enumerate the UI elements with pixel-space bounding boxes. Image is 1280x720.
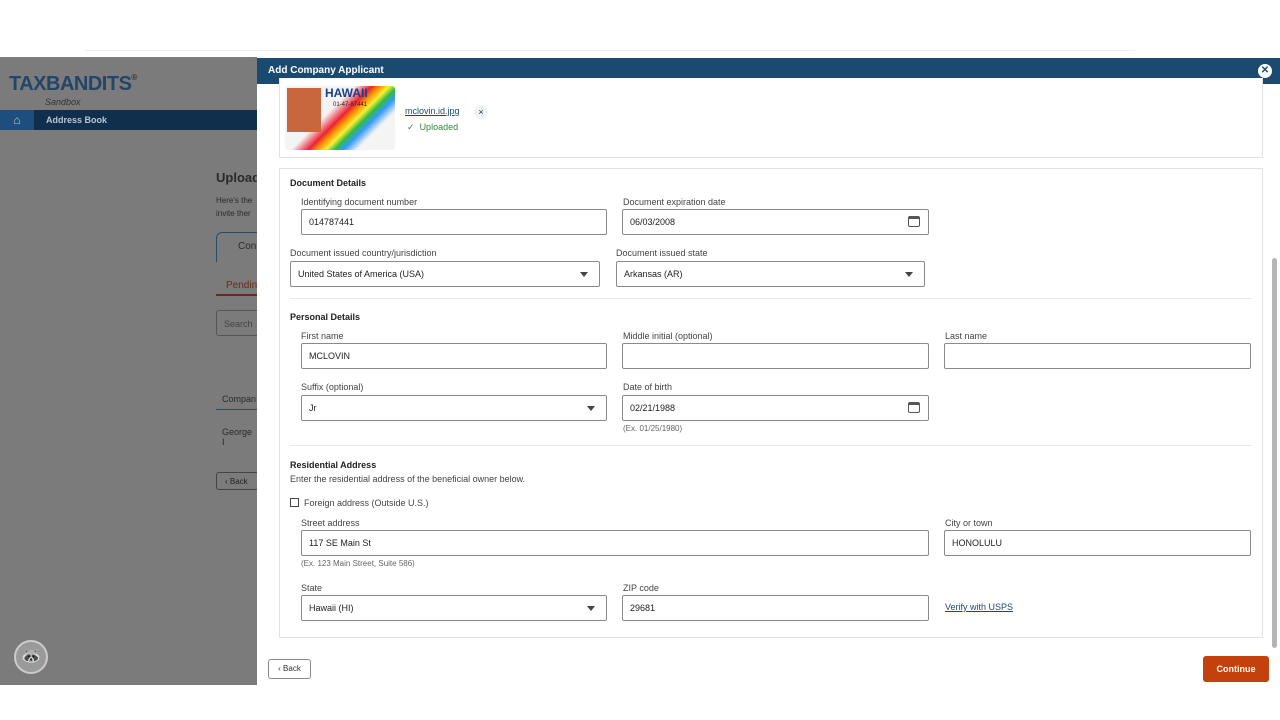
- id-image-thumbnail: HAWAII 01-47-87441: [285, 86, 395, 150]
- page-divider: [85, 50, 1135, 51]
- street-hint: (Ex. 123 Main Street, Suite 586): [301, 559, 415, 568]
- nav-address-book[interactable]: Address Book: [46, 115, 108, 125]
- foreign-address-checkbox[interactable]: [290, 498, 299, 507]
- last-name-label: Last name: [945, 331, 988, 341]
- logo-sandbox: Sandbox: [45, 97, 81, 107]
- verify-usps-link[interactable]: Verify with USPS: [945, 602, 1014, 612]
- divider: [290, 445, 1252, 446]
- upload-status: ✓ Uploaded: [407, 122, 459, 132]
- nav-bar: [0, 110, 257, 130]
- country-label: Document issued country/jurisdiction: [290, 248, 437, 258]
- suffix-label: Suffix (optional): [301, 382, 364, 392]
- document-details-heading: Document Details: [290, 178, 367, 188]
- bg-tab[interactable]: Con: [238, 241, 257, 252]
- logo: TAXBANDITS®: [9, 73, 137, 95]
- address-description: Enter the residential address of the ben…: [290, 474, 526, 484]
- chevron-down-icon: [587, 606, 595, 611]
- close-icon[interactable]: ✕: [1258, 64, 1272, 78]
- scrollbar[interactable]: [1272, 258, 1277, 648]
- chevron-down-icon: [905, 272, 913, 277]
- dob-label: Date of birth: [623, 382, 673, 392]
- modal-title: Add Company Applicant: [268, 65, 384, 76]
- bg-desc: invite ther: [216, 209, 251, 218]
- bg-subtab[interactable]: Pending: [226, 280, 257, 291]
- add-company-applicant-modal: Add Company Applicant ✕ HAWAII 01-47-874…: [257, 58, 1280, 685]
- chevron-down-icon: [580, 272, 588, 277]
- upload-card: [279, 78, 1263, 158]
- first-name-label: First name: [301, 331, 344, 341]
- street-label: Street address: [301, 518, 360, 528]
- bg-heading: Upload: [216, 170, 257, 185]
- continue-button[interactable]: Continue: [1203, 656, 1269, 682]
- residential-address-heading: Residential Address: [290, 460, 377, 470]
- state-select[interactable]: Hawaii (HI): [301, 595, 607, 621]
- calendar-icon[interactable]: [908, 402, 920, 413]
- id-number-label: Identifying document number: [301, 197, 418, 207]
- dob-input[interactable]: 02/21/1988: [622, 395, 929, 421]
- bg-search[interactable]: Search: [216, 310, 257, 336]
- foreign-address-label: Foreign address (Outside U.S.): [304, 498, 429, 508]
- city-input[interactable]: HONOLULU: [944, 530, 1251, 556]
- last-name-input[interactable]: [944, 343, 1251, 369]
- chevron-down-icon: [587, 406, 595, 411]
- home-icon[interactable]: ⌂: [0, 110, 34, 130]
- middle-initial-input[interactable]: [622, 343, 929, 369]
- divider: [290, 298, 1252, 299]
- middle-initial-label: Middle initial (optional): [623, 331, 713, 341]
- bg-table-row: George I: [222, 427, 253, 448]
- remove-file-icon[interactable]: ×: [474, 105, 488, 119]
- background-page: TAXBANDITS® Sandbox ⌂ Address Book Uploa…: [0, 57, 257, 685]
- bg-back-button[interactable]: ‹ Back: [216, 472, 257, 490]
- expiration-date-label: Document expiration date: [623, 197, 726, 207]
- suffix-select[interactable]: Jr: [301, 395, 607, 421]
- bg-table-header: Compan: [222, 394, 257, 404]
- doc-state-select[interactable]: Arkansas (AR): [616, 261, 925, 287]
- calendar-icon[interactable]: [908, 216, 920, 227]
- chat-avatar-icon[interactable]: 🦝: [14, 640, 48, 674]
- zip-input[interactable]: 29681: [622, 595, 929, 621]
- first-name-input[interactable]: MCLOVIN: [301, 343, 607, 369]
- id-number-input[interactable]: 014787441: [301, 209, 607, 235]
- country-select[interactable]: United States of America (USA): [290, 261, 600, 287]
- doc-state-label: Document issued state: [616, 248, 708, 258]
- personal-details-heading: Personal Details: [290, 312, 361, 322]
- uploaded-file-link[interactable]: mclovin.id.jpg: [405, 106, 460, 116]
- back-button[interactable]: ‹ Back: [268, 659, 311, 679]
- city-label: City or town: [945, 518, 993, 528]
- state-label: State: [301, 583, 323, 593]
- expiration-date-input[interactable]: 06/03/2008: [622, 209, 929, 235]
- zip-label: ZIP code: [623, 583, 659, 593]
- street-input[interactable]: 117 SE Main St: [301, 530, 929, 556]
- dob-hint: (Ex. 01/25/1980): [623, 424, 683, 433]
- check-icon: ✓: [407, 122, 415, 132]
- bg-desc: Here's the: [216, 196, 253, 205]
